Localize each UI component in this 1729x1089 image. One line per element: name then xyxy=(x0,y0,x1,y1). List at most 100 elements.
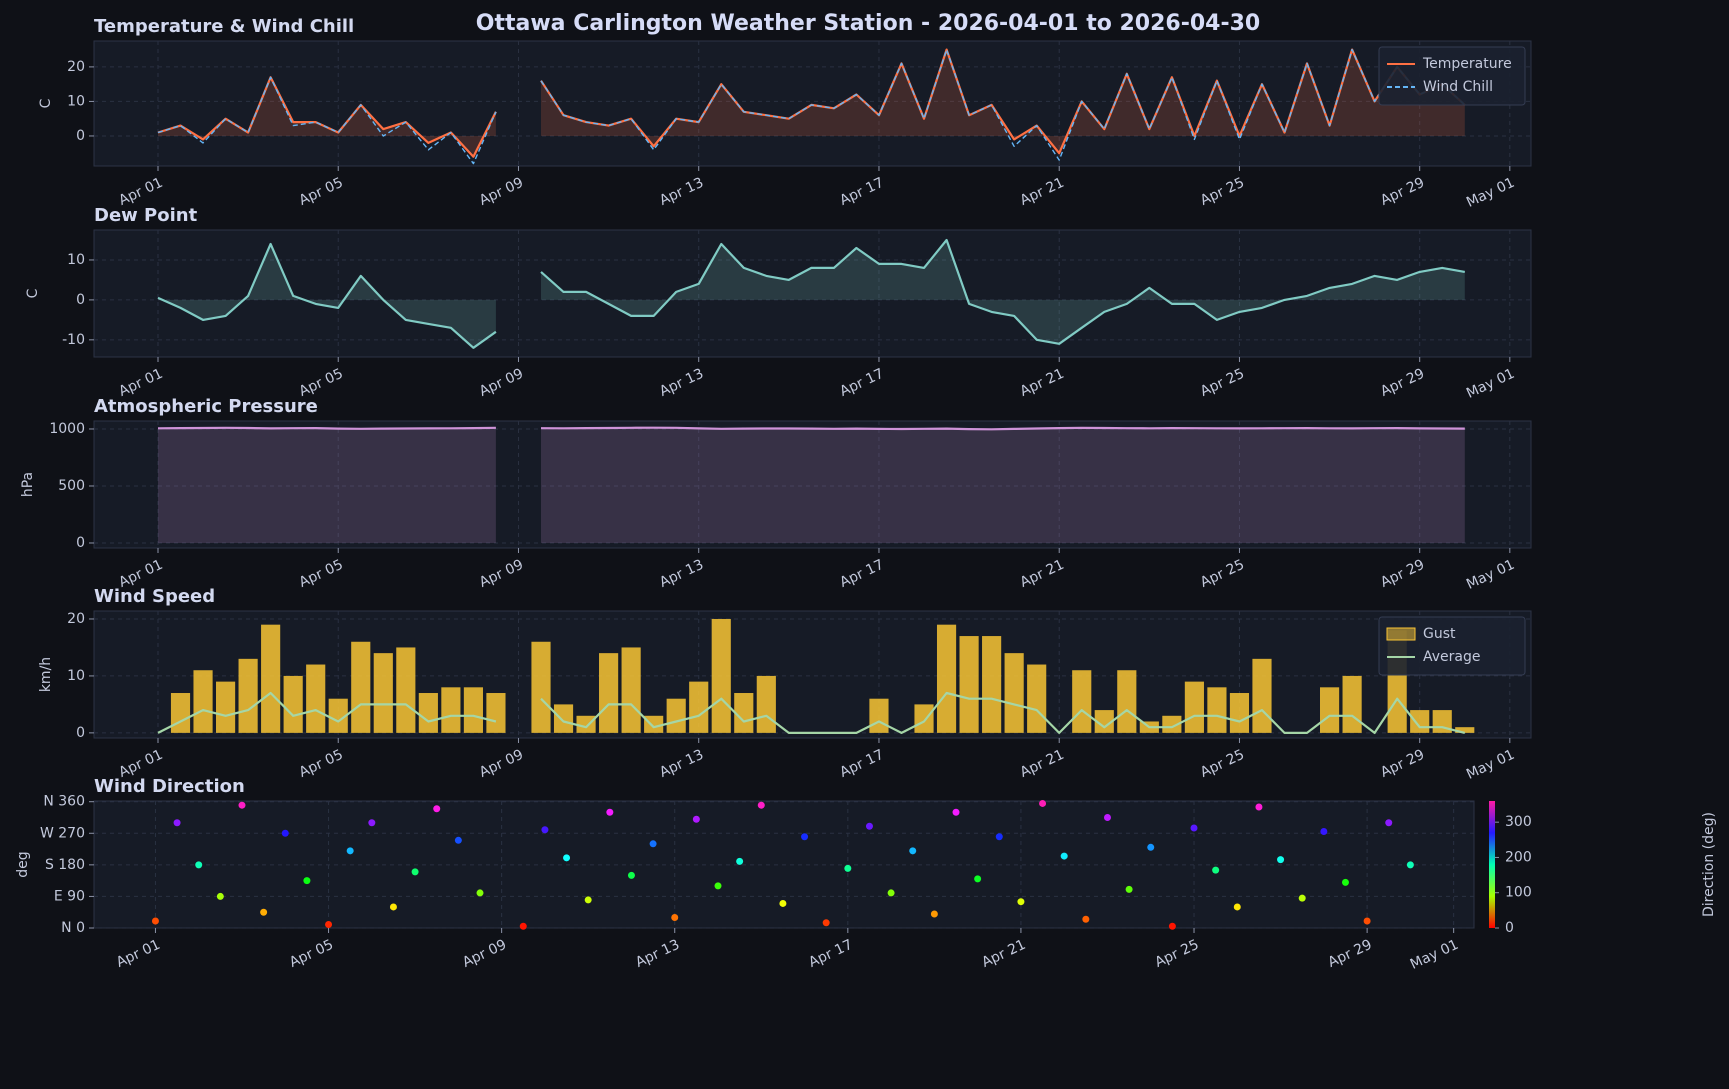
scatter-point xyxy=(1082,915,1090,923)
area-fill xyxy=(158,240,1465,348)
bar xyxy=(396,647,416,733)
bar xyxy=(689,681,709,733)
x-tick-label: May 01 xyxy=(1464,557,1517,593)
x-tick-label: Apr 29 xyxy=(1378,557,1427,591)
panel-title: Wind Direction xyxy=(94,776,245,797)
scatter-point xyxy=(216,892,224,900)
bar xyxy=(238,658,258,733)
scatter-point xyxy=(1103,813,1111,821)
y-tick-label: 20 xyxy=(67,611,85,627)
legend-swatch xyxy=(1386,627,1416,641)
scatter-point xyxy=(151,917,159,925)
bar xyxy=(1342,675,1362,733)
panel-title: Temperature & Wind Chill xyxy=(94,16,354,37)
scatter-point xyxy=(844,864,852,872)
scatter-point xyxy=(627,871,635,879)
legend-label: Temperature xyxy=(1422,56,1512,72)
x-tick-label: Apr 21 xyxy=(1018,366,1067,400)
bar xyxy=(869,698,889,733)
colorbar-tick-label: 200 xyxy=(1505,849,1532,865)
series-line xyxy=(157,426,1465,431)
bar xyxy=(756,675,776,733)
x-tick-label: Apr 13 xyxy=(657,747,706,781)
scatter-point xyxy=(1406,861,1414,869)
x-tick-label: Apr 17 xyxy=(837,557,886,591)
bar xyxy=(1072,670,1092,733)
panel-title: Dew Point xyxy=(94,205,198,226)
scatter-point xyxy=(303,877,311,885)
bar xyxy=(959,636,979,733)
bar xyxy=(306,664,326,733)
x-tick-label: May 01 xyxy=(1464,366,1517,402)
x-tick-label: May 01 xyxy=(1464,175,1517,211)
x-tick-label: Apr 01 xyxy=(116,175,165,209)
scatter-point xyxy=(325,920,333,928)
x-tick-label: Apr 09 xyxy=(477,175,526,209)
bar xyxy=(1027,664,1047,733)
bar xyxy=(351,641,371,733)
scatter-point xyxy=(736,857,744,865)
scatter-point xyxy=(1363,917,1371,925)
x-tick-label: May 01 xyxy=(1408,937,1461,973)
x-tick-label: Apr 13 xyxy=(657,557,706,591)
colorbar-tick-label: 100 xyxy=(1505,885,1532,901)
bar xyxy=(576,715,596,733)
x-tick-label: Apr 13 xyxy=(657,175,706,209)
colorbar-tick-label: 0 xyxy=(1505,920,1514,936)
scatter-point xyxy=(1341,878,1349,886)
x-tick-label: Apr 13 xyxy=(633,937,682,971)
x-tick-label: May 01 xyxy=(1464,747,1517,783)
bar xyxy=(486,693,506,733)
x-tick-label: Apr 09 xyxy=(477,747,526,781)
colorbar-label: Direction (deg) xyxy=(1701,812,1717,917)
x-tick-label: Apr 05 xyxy=(297,747,346,781)
x-tick-label: Apr 25 xyxy=(1198,175,1247,209)
y-tick-label: 10 xyxy=(67,252,85,268)
bar xyxy=(193,670,213,733)
scatter-point xyxy=(909,847,917,855)
scatter-point xyxy=(433,805,441,813)
x-tick-label: Apr 25 xyxy=(1198,747,1247,781)
scatter-point xyxy=(195,861,203,869)
x-tick-label: Apr 05 xyxy=(297,366,346,400)
bar xyxy=(599,653,619,733)
x-tick-label: Apr 09 xyxy=(477,557,526,591)
bar xyxy=(711,618,731,733)
bar xyxy=(283,675,303,733)
y-tick-label: S 180 xyxy=(45,857,85,873)
bar xyxy=(170,693,191,733)
y-tick-label: 0 xyxy=(76,535,85,551)
y-tick-label: 10 xyxy=(67,93,85,109)
scatter-point xyxy=(1255,803,1263,811)
scatter-point xyxy=(476,889,484,897)
x-tick-label: Apr 17 xyxy=(837,175,886,209)
x-tick-label: Apr 29 xyxy=(1378,366,1427,400)
bar xyxy=(261,624,281,733)
series-line xyxy=(157,238,1465,349)
series-line xyxy=(157,691,1466,734)
legend-label: Wind Chill xyxy=(1423,79,1493,95)
bar xyxy=(914,704,934,733)
scatter-point xyxy=(238,801,246,809)
scatter-point xyxy=(1320,828,1328,836)
x-tick-label: Apr 01 xyxy=(116,366,165,400)
scatter-point xyxy=(368,819,376,827)
x-tick-label: Apr 29 xyxy=(1326,937,1375,971)
scatter-point xyxy=(260,908,268,916)
scatter-point xyxy=(887,889,895,897)
y-tick-label: E 90 xyxy=(54,888,85,904)
scatter-point xyxy=(1039,799,1047,807)
scatter-point xyxy=(389,903,397,911)
x-tick-label: Apr 05 xyxy=(297,557,346,591)
y-tick-label: 0 xyxy=(76,725,85,741)
panel-title: Atmospheric Pressure xyxy=(94,396,318,417)
scatter-point xyxy=(1277,856,1285,864)
x-tick-label: Apr 21 xyxy=(1018,747,1067,781)
legend-label: Average xyxy=(1423,649,1481,665)
colorbar-tick-label: 300 xyxy=(1505,814,1532,830)
scatter-point xyxy=(757,801,765,809)
legend-label: Gust xyxy=(1423,626,1456,642)
series-line xyxy=(157,48,1466,165)
bar xyxy=(1162,715,1182,733)
scatter-point xyxy=(563,854,571,862)
